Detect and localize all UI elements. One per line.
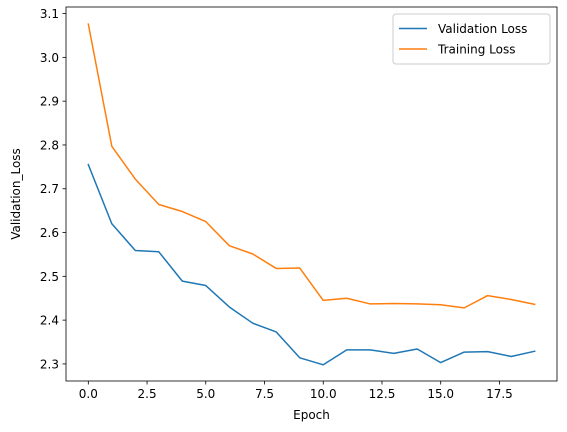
y-axis-label: Validation_Loss — [9, 148, 23, 240]
plot-frame — [65, 6, 558, 382]
y-tick-label: 2.9 — [40, 95, 59, 109]
x-tick-label: 15.0 — [427, 387, 454, 401]
x-axis-label: Epoch — [293, 408, 330, 422]
legend: Validation Loss Training Loss — [392, 13, 551, 65]
y-tick-label: 3.1 — [40, 7, 59, 21]
legend-box — [392, 13, 551, 65]
y-tick-label: 2.8 — [40, 138, 59, 152]
x-tick-label: 17.5 — [486, 387, 513, 401]
legend-items: Validation Loss Training Loss — [399, 22, 527, 57]
x-tick-label: 7.5 — [255, 387, 274, 401]
plot-lines — [87, 23, 536, 366]
y-tick-label: 2.4 — [40, 314, 59, 328]
series-line — [87, 163, 536, 366]
x-tick-label: 12.5 — [369, 387, 396, 401]
x-tick-label: 2.5 — [138, 387, 157, 401]
x-axis-ticks: 0.0 2.5 5.0 7.5 10.0 12.5 15.0 17.5 — [79, 381, 513, 401]
y-tick-label: 2.3 — [40, 357, 59, 371]
y-tick-label: 2.6 — [40, 226, 59, 240]
x-tick-label: 10.0 — [310, 387, 337, 401]
y-axis-ticks: 2.3 2.4 2.5 2.6 2.7 2.8 2.9 3.0 3.1 — [40, 7, 66, 371]
legend-label: Validation Loss — [438, 22, 527, 36]
legend-label: Training Loss — [437, 43, 515, 57]
y-tick-label: 3.0 — [40, 51, 59, 65]
x-tick-label: 5.0 — [196, 387, 215, 401]
x-tick-label: 0.0 — [79, 387, 98, 401]
y-tick-label: 2.5 — [40, 270, 59, 284]
y-tick-label: 2.7 — [40, 182, 59, 196]
series-line — [87, 23, 536, 309]
